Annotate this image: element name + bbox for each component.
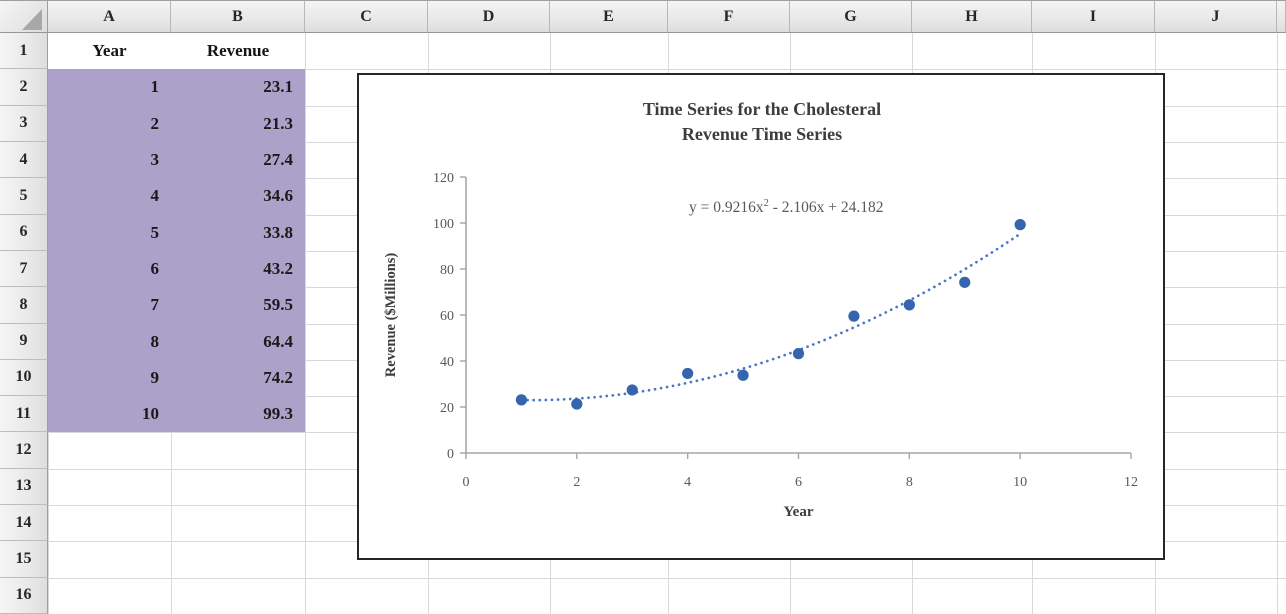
row-header-14[interactable]: 14 — [0, 505, 48, 542]
select-all-triangle-icon — [22, 9, 42, 30]
y-tick-label: 20 — [440, 401, 454, 416]
row-header-12[interactable]: 12 — [0, 432, 48, 469]
row-header-7[interactable]: 7 — [0, 250, 48, 288]
chart-title-line-2: Revenue Time Series — [682, 124, 842, 144]
cell-b7-revenue[interactable]: 43.2 — [263, 259, 293, 279]
data-point-year-3[interactable] — [626, 384, 638, 396]
column-header-a[interactable]: A — [48, 0, 171, 33]
cell-a6-year[interactable]: 5 — [150, 222, 160, 242]
column-header-c[interactable]: C — [305, 0, 428, 33]
row-header-3[interactable]: 3 — [0, 105, 48, 142]
select-all-corner[interactable] — [0, 0, 48, 33]
data-point-year-6[interactable] — [792, 348, 805, 360]
data-point-year-10[interactable] — [1014, 219, 1026, 231]
cell-a3-year[interactable]: 2 — [150, 113, 160, 133]
trendline-dotted[interactable] — [520, 234, 1020, 402]
y-axis-title: Revenue ($Millions) — [383, 253, 399, 378]
row-header-9[interactable]: 9 — [0, 323, 48, 360]
data-point-year-9[interactable] — [959, 276, 971, 288]
chart-container[interactable]: Time Series for the Cholesteral Revenue T… — [357, 73, 1165, 560]
y-tick-label: 40 — [440, 355, 454, 370]
row-header-1[interactable]: 1 — [0, 33, 48, 70]
gridline — [48, 577, 1286, 579]
cell-b6-revenue[interactable]: 33.8 — [263, 222, 293, 242]
scatter-chart: Time Series for the Cholesteral Revenue T… — [383, 99, 1138, 520]
cell-b2-revenue[interactable]: 23.1 — [263, 77, 293, 97]
cell-a4-year[interactable]: 3 — [150, 150, 160, 170]
cell-a9-year[interactable]: 8 — [150, 331, 160, 351]
chart-title-line-1: Time Series for the Cholesteral — [643, 99, 881, 119]
x-tick-label: 10 — [1013, 475, 1027, 490]
cell-b8-revenue[interactable]: 59.5 — [263, 295, 293, 315]
cell-b4-revenue[interactable]: 27.4 — [263, 150, 293, 170]
column-header-e[interactable]: E — [550, 0, 668, 33]
row-header-10[interactable]: 10 — [0, 359, 48, 397]
x-axis-title: Year — [784, 504, 814, 520]
y-tick-label: 120 — [433, 171, 454, 186]
trendline-equation: y = 0.9216x2 - 2.106x + 24.182 — [689, 198, 884, 216]
y-tick-label: 60 — [440, 309, 454, 324]
cell-a7-year[interactable]: 6 — [150, 259, 160, 279]
column-header-partial — [1277, 0, 1286, 33]
table-row: 3 27.4 — [48, 142, 305, 178]
column-header-j[interactable]: J — [1155, 0, 1277, 33]
column-header-b[interactable]: B — [171, 0, 305, 33]
cell-a11-year[interactable]: 10 — [142, 404, 159, 424]
cell-b3-revenue[interactable]: 21.3 — [263, 113, 293, 133]
cell-a10-year[interactable]: 9 — [150, 367, 160, 387]
cell-b9-revenue[interactable]: 64.4 — [263, 331, 293, 351]
table-row: 4 34.6 — [48, 178, 305, 214]
data-point-year-7[interactable] — [848, 310, 860, 322]
table-row: 1 23.1 — [48, 69, 305, 105]
x-tick-label: 8 — [906, 475, 913, 490]
column-header-d[interactable]: D — [428, 0, 550, 33]
cell-b5-revenue[interactable]: 34.6 — [263, 186, 293, 206]
cell-a5-year[interactable]: 4 — [150, 186, 160, 206]
y-tick-label: 0 — [447, 447, 454, 462]
table-row: 8 64.4 — [48, 324, 305, 360]
data-point-year-4[interactable] — [682, 367, 694, 380]
column-header-f[interactable]: F — [668, 0, 790, 33]
data-point-year-8[interactable] — [903, 299, 915, 311]
row-header-11[interactable]: 11 — [0, 396, 48, 433]
cell-b1-revenue-header[interactable]: Revenue — [171, 33, 305, 69]
x-tick-label: 12 — [1124, 475, 1138, 490]
x-tick-label: 6 — [795, 475, 802, 490]
column-header-g[interactable]: G — [790, 0, 912, 33]
cell-a1-year-header[interactable]: Year — [48, 33, 171, 69]
row-header-2[interactable]: 2 — [0, 69, 48, 106]
cell-a8-year[interactable]: 7 — [150, 295, 160, 315]
table-row: 7 59.5 — [48, 287, 305, 323]
column-header-i[interactable]: I — [1032, 0, 1155, 33]
data-point-year-1[interactable] — [515, 394, 528, 406]
row-header-16[interactable]: 16 — [0, 577, 48, 614]
cell-b11-revenue[interactable]: 99.3 — [263, 404, 293, 424]
data-point-year-2[interactable] — [571, 398, 583, 410]
y-tick-label: 80 — [440, 263, 454, 278]
row-header-4[interactable]: 4 — [0, 141, 48, 179]
x-tick-label: 4 — [684, 475, 691, 490]
table-row: 6 43.2 — [48, 251, 305, 287]
selected-range-a2-b11[interactable]: 1 23.1 2 21.3 3 27.4 4 34.6 5 33.8 6 43.2 7 59.5 8 64.4… — [48, 69, 305, 433]
y-tick-label: 100 — [433, 217, 454, 232]
row-header-13[interactable]: 13 — [0, 468, 48, 506]
x-tick-label: 0 — [463, 475, 470, 490]
row-header-15[interactable]: 15 — [0, 541, 48, 578]
row-header-6[interactable]: 6 — [0, 214, 48, 251]
table-row: 5 33.8 — [48, 215, 305, 251]
column-header-h[interactable]: H — [912, 0, 1032, 33]
table-row: 10 99.3 — [48, 396, 305, 432]
table-row: 9 74.2 — [48, 360, 305, 396]
row-header-8[interactable]: 8 — [0, 287, 48, 324]
cell-b10-revenue[interactable]: 74.2 — [263, 367, 293, 387]
x-tick-label: 2 — [573, 475, 580, 490]
table-row: 2 21.3 — [48, 106, 305, 142]
row-header-5[interactable]: 5 — [0, 178, 48, 215]
gridline — [48, 69, 1286, 71]
cell-a2-year[interactable]: 1 — [150, 77, 160, 97]
data-point-year-5[interactable] — [737, 369, 749, 381]
